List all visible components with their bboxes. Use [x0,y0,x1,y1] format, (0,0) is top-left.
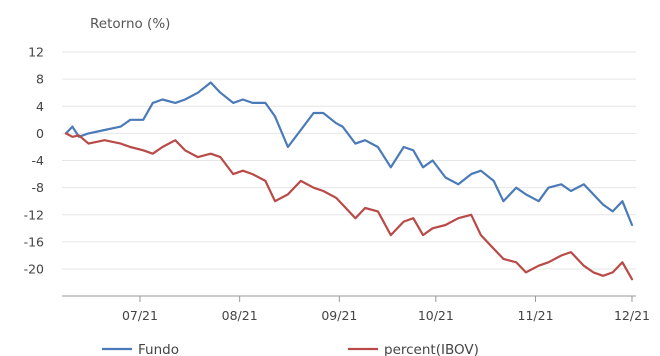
series-line [64,81,634,227]
y-tick-label: -16 [24,234,44,249]
chart-title: Retorno (%) [90,16,170,32]
x-axis: 07/21 08/21 09/21 10/21 11/21 12/21 [122,296,650,323]
x-tick-label: 10/21 [418,308,454,323]
y-tick-label: -20 [24,262,44,277]
x-tick-label: 12/21 [614,308,650,323]
y-tick-label: 4 [36,99,44,114]
gridlines [62,51,636,270]
series-line [64,132,634,281]
x-tick-label: 09/21 [321,308,357,323]
legend-label: Fundo [138,342,179,356]
legend-label: percent(IBOV) [384,342,479,356]
x-tick-label: 11/21 [518,308,554,323]
y-tick-label: -4 [32,153,45,168]
y-tick-label: 8 [36,72,44,87]
x-tick-label: 07/21 [122,308,158,323]
y-tick-label: -12 [24,207,44,222]
y-tick-label: 12 [28,45,44,60]
x-tick-label: 08/21 [222,308,258,323]
y-tick-label: -8 [32,180,45,195]
y-axis: 12 8 4 0 -4 -8 -12 -16 -20 [24,45,44,277]
y-tick-label: 0 [36,126,44,141]
legend: Fundo percent(IBOV) [102,342,479,356]
series-lines [64,81,634,281]
